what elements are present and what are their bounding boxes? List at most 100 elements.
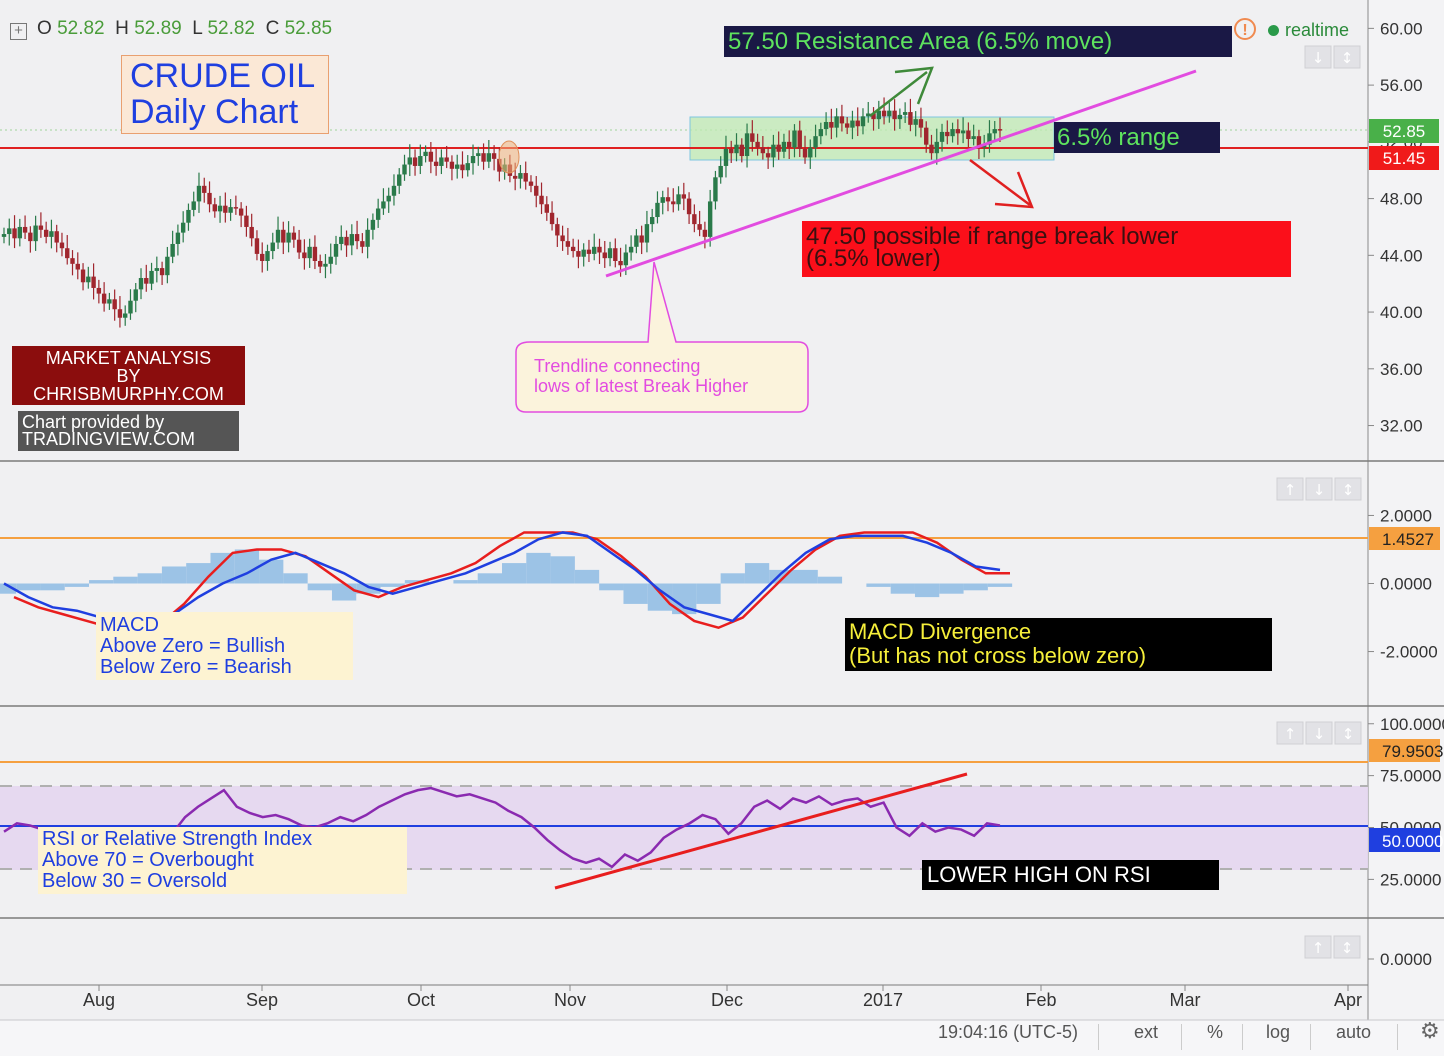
candle-body	[312, 246, 318, 261]
candle-body	[897, 114, 903, 120]
macd-histogram-bar	[307, 583, 332, 591]
macd-histogram-bar	[477, 573, 502, 584]
alert-icon[interactable]: !	[1234, 18, 1256, 40]
last-price-badge	[1369, 119, 1439, 143]
candle-body	[112, 299, 117, 310]
candle-body	[96, 287, 102, 294]
macd-histogram-bar	[914, 583, 940, 598]
candle-body	[934, 141, 939, 154]
candle-body	[918, 119, 924, 128]
price-tick-label: 44.00	[1380, 246, 1423, 265]
divider	[1242, 1024, 1243, 1050]
candle-body	[960, 130, 966, 134]
time-tick-label: Feb	[1025, 990, 1056, 1010]
macd-tick-label: 0.0000	[1380, 575, 1432, 594]
candle-body	[597, 246, 602, 253]
market-line-3: CHRISBMURPHY.COM	[33, 384, 224, 404]
percent-button[interactable]: %	[1207, 1022, 1224, 1042]
candle-body	[776, 144, 781, 152]
candle-body	[634, 235, 639, 247]
candle-body	[117, 309, 123, 318]
svg-text:↑: ↑	[1284, 725, 1297, 743]
candle-body	[486, 153, 492, 162]
candle-body	[360, 241, 365, 247]
auto-button[interactable]: auto	[1336, 1022, 1372, 1042]
ext-button[interactable]: ext	[1134, 1022, 1159, 1042]
candle-body	[808, 147, 813, 158]
candle-body	[244, 215, 249, 227]
candle-body	[159, 268, 165, 276]
trendline-callout-text: Trendline connecting lows of latest Brea…	[534, 356, 748, 396]
candle-body	[555, 224, 560, 236]
candle-body	[238, 208, 244, 216]
svg-text:↕: ↕	[1341, 49, 1354, 67]
candle-body	[676, 194, 681, 205]
macd-histogram-bar	[40, 583, 65, 591]
candle-body	[750, 133, 755, 142]
low-label: L	[192, 18, 203, 39]
candle-body	[291, 232, 297, 240]
candle-body	[317, 260, 323, 267]
candle-body	[781, 141, 787, 152]
time-tick-label: Mar	[1170, 990, 1201, 1010]
macd-histogram-bar	[987, 583, 1013, 587]
crosshair-icon[interactable]: +	[10, 23, 27, 40]
macd-histogram-bar	[599, 583, 624, 591]
macd-explain-1: MACD	[100, 614, 159, 636]
macd-histogram-bar	[113, 576, 138, 584]
candle-body	[223, 205, 228, 213]
settings-gear-icon[interactable]: ⚙	[1420, 1018, 1440, 1043]
candle-body	[165, 256, 170, 276]
log-button[interactable]: log	[1266, 1022, 1291, 1042]
macd-histogram-bar	[550, 556, 575, 584]
candle-body	[302, 252, 307, 259]
candle-body	[618, 260, 623, 266]
candle-body	[887, 110, 892, 117]
svg-text:↓: ↓	[1313, 725, 1326, 743]
range-text: 6.5% range	[1057, 124, 1180, 151]
high-value: 52.89	[134, 18, 182, 39]
candle-body	[713, 177, 718, 202]
candle-body	[254, 238, 260, 254]
macd-axis[interactable]: 2.0000 0.0000 -2.0000	[1368, 506, 1438, 662]
candle-body	[955, 129, 961, 134]
candle-body	[101, 293, 107, 304]
ohlc-readout: + O 52.82 H 52.89 L 52.82 C 52.85	[10, 18, 332, 40]
candle-body	[602, 252, 607, 259]
time-axis[interactable]: Aug Sep Oct Nov Dec 2017 Feb Mar Apr	[83, 985, 1362, 1010]
svg-text:↕: ↕	[1342, 725, 1355, 743]
break-lower-box: 47.50 possible if range break lower (6.5…	[802, 221, 1291, 277]
candle-body	[28, 232, 33, 242]
macd-explain-3: Below Zero = Bearish	[100, 656, 292, 678]
candle-body	[924, 127, 929, 145]
candle-body	[665, 197, 671, 202]
candle-body	[455, 164, 460, 169]
candle-body	[323, 263, 328, 267]
candle-body	[686, 198, 692, 215]
candle-body	[839, 116, 845, 124]
candle-body	[971, 136, 976, 140]
candle-body	[649, 217, 655, 225]
macd-signal-label: 1.4527	[1382, 530, 1434, 549]
alert-glyph: !	[1242, 22, 1248, 39]
candle-body	[1, 234, 7, 237]
macd-histogram-bar	[137, 573, 162, 584]
candle-body	[592, 246, 597, 254]
macd-histogram-bar	[0, 583, 17, 594]
lower-axis[interactable]: 0.0000	[1368, 950, 1432, 969]
macd-signal-badge	[1369, 527, 1440, 550]
candle-body	[391, 185, 397, 196]
candle-body	[191, 201, 196, 210]
top-marker	[498, 140, 520, 174]
candle-body	[565, 241, 571, 247]
candle-body	[286, 232, 291, 243]
macd-explain-2: Above Zero = Bullish	[100, 635, 286, 657]
candle-body	[787, 141, 792, 148]
candle-body	[418, 156, 423, 166]
macd-histogram-bar	[623, 583, 648, 604]
candle-body	[75, 263, 80, 270]
candle-body	[333, 243, 339, 257]
macd-histogram-bar	[331, 583, 357, 601]
